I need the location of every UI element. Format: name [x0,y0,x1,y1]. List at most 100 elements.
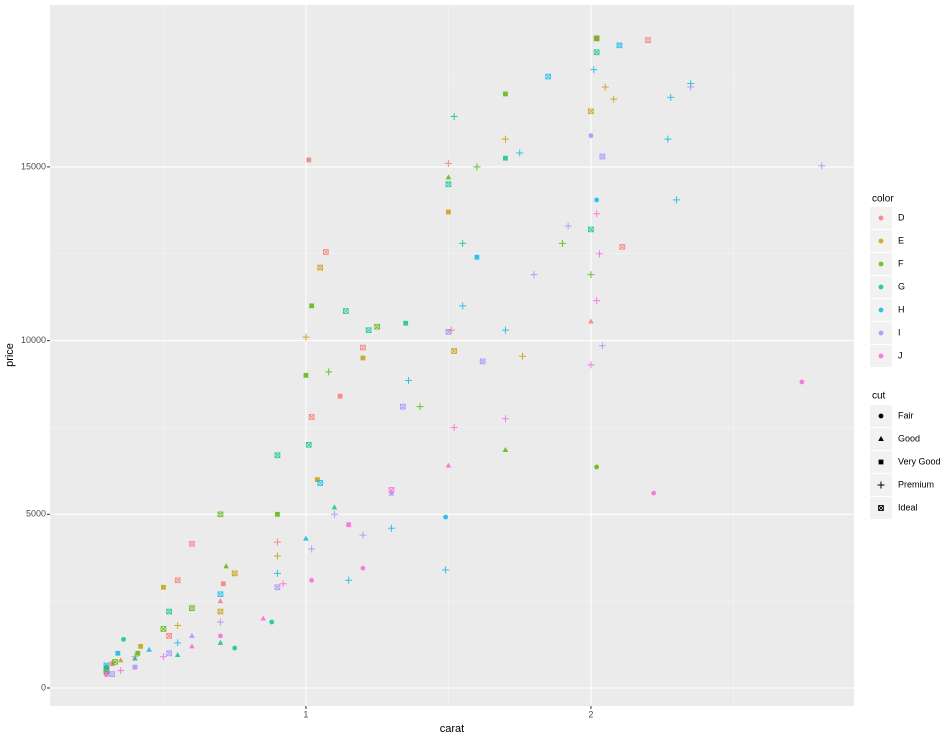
shape [217,608,224,615]
point [619,243,626,250]
shape [159,653,167,661]
shape [314,477,320,482]
shape [473,163,481,171]
point [530,271,538,279]
point [330,510,338,518]
shape [360,355,366,361]
shape [317,480,324,486]
point [405,377,413,385]
legend-swatch [878,238,884,244]
point [303,372,309,378]
point [593,49,600,56]
shape [166,633,172,639]
shape [594,464,600,470]
point [309,577,315,583]
shape [166,650,172,657]
legend-label: G [898,281,905,291]
grid [50,5,854,706]
point [273,569,281,577]
point [117,667,125,675]
point [279,580,287,588]
point [132,655,138,661]
point [109,661,115,667]
point [588,226,594,233]
point [501,415,509,423]
shape [459,239,467,247]
point [325,368,333,376]
y-tick-label: 15000 [21,161,46,171]
point [610,95,618,103]
shape [345,576,353,584]
shape [599,153,606,160]
shape [279,580,287,588]
shape [558,239,566,247]
shape [166,608,172,615]
point [217,511,224,518]
shape [619,243,626,250]
shape [501,326,509,334]
shape [593,210,601,218]
legend-label: Ideal [898,502,918,512]
shape [587,361,595,369]
point [166,650,172,657]
shape [325,368,333,376]
shape [443,514,448,520]
point [135,650,141,656]
point [594,464,600,470]
point [314,477,320,482]
point [306,157,312,163]
shape [174,577,181,584]
shape [117,667,125,675]
shape [273,552,281,560]
point [451,348,457,354]
shape [218,633,223,639]
point [672,196,680,204]
shape [305,441,312,448]
legend-swatch [878,307,884,313]
shape [878,436,884,441]
point [220,581,226,587]
point [799,379,805,385]
point [587,361,595,369]
point [159,653,167,661]
y-tick-label: 10000 [21,335,46,345]
shape [474,254,480,260]
point [342,308,349,314]
shape [360,565,366,571]
shape [616,42,623,49]
shape [388,490,395,496]
legend: color cut D E F G H I J Fair Good Very Good Premiu… [870,194,941,519]
shape [444,159,452,167]
point [616,42,623,49]
point [374,323,381,330]
point [189,540,195,547]
shape [121,636,126,642]
legend-swatch [878,413,884,419]
shape [645,37,651,43]
point [388,487,395,493]
shape [132,655,138,661]
shape [360,344,366,351]
legend-label: I [898,327,901,337]
point [218,633,223,639]
shape [274,452,281,459]
shape [309,577,315,583]
point [308,545,316,553]
point [309,303,315,309]
point [308,414,315,420]
point [273,552,281,560]
point [305,441,312,448]
point [146,646,152,652]
shape [445,462,452,468]
shape [593,49,600,56]
shape [405,377,413,385]
shape [503,155,508,161]
point [403,320,409,326]
point [302,333,310,341]
point [588,108,594,115]
shape [274,584,281,591]
point [501,326,509,334]
point [274,452,281,459]
legend-swatch [878,284,884,290]
axes: 1 2 0 5000 10000 15000 [21,161,593,719]
